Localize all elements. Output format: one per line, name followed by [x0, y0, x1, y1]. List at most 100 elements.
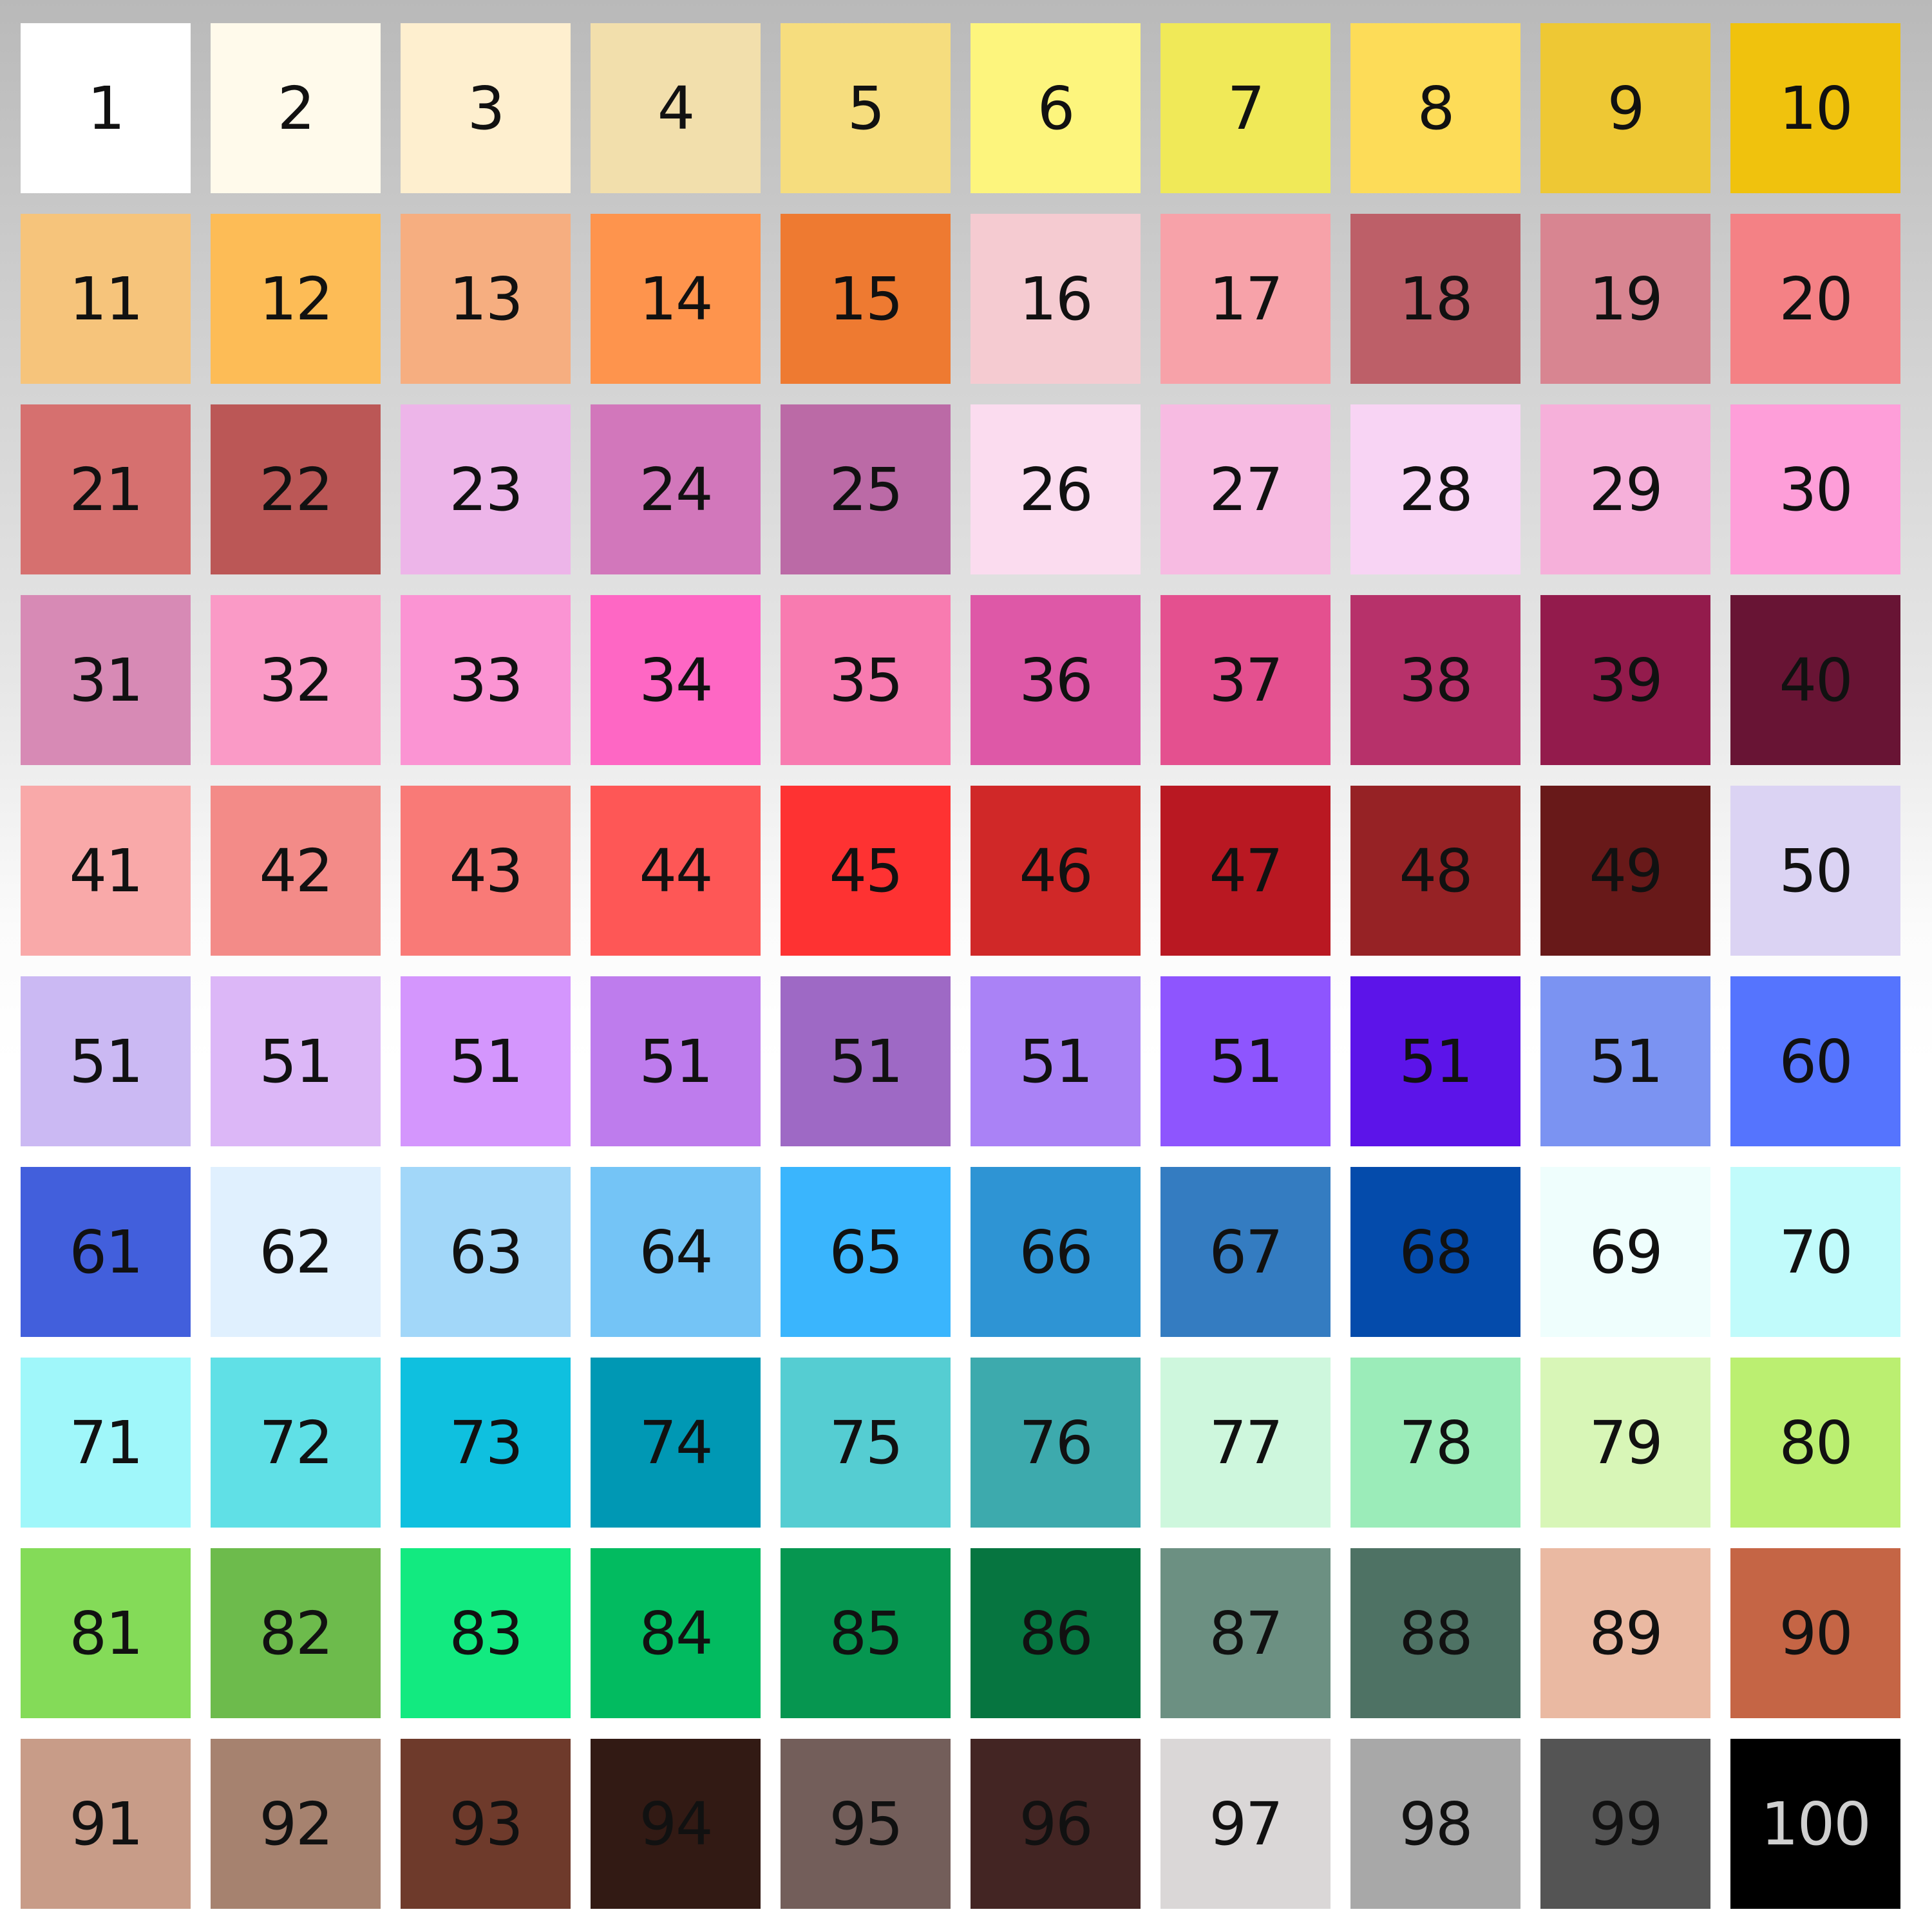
- color-swatch: 4: [591, 23, 761, 193]
- color-swatch: 9: [1540, 23, 1710, 193]
- color-swatch: 22: [211, 404, 381, 574]
- color-swatch: 51: [21, 976, 191, 1146]
- color-swatch: 76: [971, 1358, 1141, 1528]
- color-swatch: 15: [781, 214, 951, 384]
- color-swatch: 49: [1540, 786, 1710, 956]
- color-swatch: 86: [971, 1548, 1141, 1718]
- color-swatch: 51: [1160, 976, 1331, 1146]
- color-swatch: 6: [971, 23, 1141, 193]
- color-swatch: 98: [1350, 1739, 1520, 1909]
- color-swatch: 91: [21, 1739, 191, 1909]
- color-swatch: 5: [781, 23, 951, 193]
- color-swatch: 47: [1160, 786, 1331, 956]
- color-swatch: 38: [1350, 595, 1520, 765]
- color-swatch: 51: [971, 976, 1141, 1146]
- color-swatch: 1: [21, 23, 191, 193]
- color-swatch: 51: [781, 976, 951, 1146]
- color-swatch: 26: [971, 404, 1141, 574]
- color-swatch: 34: [591, 595, 761, 765]
- color-swatch: 51: [401, 976, 571, 1146]
- color-swatch: 66: [971, 1167, 1141, 1337]
- color-swatch: 12: [211, 214, 381, 384]
- color-swatch: 23: [401, 404, 571, 574]
- color-swatch: 2: [211, 23, 381, 193]
- color-swatch: 8: [1350, 23, 1520, 193]
- color-swatch: 87: [1160, 1548, 1331, 1718]
- color-swatch: 68: [1350, 1167, 1520, 1337]
- color-swatch: 61: [21, 1167, 191, 1337]
- color-swatch: 33: [401, 595, 571, 765]
- color-swatch: 89: [1540, 1548, 1710, 1718]
- color-swatch: 40: [1730, 595, 1900, 765]
- color-swatch: 60: [1730, 976, 1900, 1146]
- color-swatch: 30: [1730, 404, 1900, 574]
- color-swatch: 92: [211, 1739, 381, 1909]
- color-swatch: 70: [1730, 1167, 1900, 1337]
- color-swatch: 74: [591, 1358, 761, 1528]
- color-swatch: 50: [1730, 786, 1900, 956]
- color-swatch: 96: [971, 1739, 1141, 1909]
- color-swatch: 84: [591, 1548, 761, 1718]
- color-swatch: 43: [401, 786, 571, 956]
- color-swatch: 41: [21, 786, 191, 956]
- color-swatch: 73: [401, 1358, 571, 1528]
- color-swatch: 13: [401, 214, 571, 384]
- color-swatch: 69: [1540, 1167, 1710, 1337]
- color-swatch: 36: [971, 595, 1141, 765]
- color-swatch: 85: [781, 1548, 951, 1718]
- color-swatch: 90: [1730, 1548, 1900, 1718]
- color-swatch: 99: [1540, 1739, 1710, 1909]
- color-swatch: 18: [1350, 214, 1520, 384]
- color-swatch: 24: [591, 404, 761, 574]
- color-swatch: 29: [1540, 404, 1710, 574]
- color-swatch: 14: [591, 214, 761, 384]
- color-swatch: 45: [781, 786, 951, 956]
- color-swatch: 62: [211, 1167, 381, 1337]
- color-swatch: 20: [1730, 214, 1900, 384]
- color-swatch: 82: [211, 1548, 381, 1718]
- color-swatch-grid: 1 2 3 4 5 6 7 8 9 10 11 12 13 14 15 16 17 18 19 20 21 22 23 24 2…: [21, 23, 1900, 1909]
- color-swatch: 93: [401, 1739, 571, 1909]
- color-swatch: 81: [21, 1548, 191, 1718]
- color-swatch: 46: [971, 786, 1141, 956]
- color-swatch: 71: [21, 1358, 191, 1528]
- color-swatch: 79: [1540, 1358, 1710, 1528]
- color-swatch: 94: [591, 1739, 761, 1909]
- color-swatch: 19: [1540, 214, 1710, 384]
- color-swatch: 27: [1160, 404, 1331, 574]
- color-swatch: 17: [1160, 214, 1331, 384]
- color-swatch: 75: [781, 1358, 951, 1528]
- color-swatch: 67: [1160, 1167, 1331, 1337]
- color-swatch: 21: [21, 404, 191, 574]
- color-swatch: 51: [1540, 976, 1710, 1146]
- color-swatch: 77: [1160, 1358, 1331, 1528]
- color-swatch: 72: [211, 1358, 381, 1528]
- color-swatch: 32: [211, 595, 381, 765]
- color-swatch: 95: [781, 1739, 951, 1909]
- color-swatch: 88: [1350, 1548, 1520, 1718]
- color-swatch: 39: [1540, 595, 1710, 765]
- color-swatch: 80: [1730, 1358, 1900, 1528]
- color-swatch: 10: [1730, 23, 1900, 193]
- color-swatch: 51: [1350, 976, 1520, 1146]
- color-swatch: 64: [591, 1167, 761, 1337]
- color-swatch: 48: [1350, 786, 1520, 956]
- color-swatch: 78: [1350, 1358, 1520, 1528]
- color-swatch: 16: [971, 214, 1141, 384]
- color-swatch: 63: [401, 1167, 571, 1337]
- color-swatch: 7: [1160, 23, 1331, 193]
- color-swatch: 11: [21, 214, 191, 384]
- color-swatch: 97: [1160, 1739, 1331, 1909]
- color-swatch: 31: [21, 595, 191, 765]
- color-swatch: 51: [211, 976, 381, 1146]
- color-swatch: 35: [781, 595, 951, 765]
- color-swatch: 42: [211, 786, 381, 956]
- color-swatch: 51: [591, 976, 761, 1146]
- color-swatch: 3: [401, 23, 571, 193]
- color-swatch: 25: [781, 404, 951, 574]
- color-swatch: 37: [1160, 595, 1331, 765]
- color-swatch: 83: [401, 1548, 571, 1718]
- color-swatch: 44: [591, 786, 761, 956]
- color-swatch: 65: [781, 1167, 951, 1337]
- color-swatch: 28: [1350, 404, 1520, 574]
